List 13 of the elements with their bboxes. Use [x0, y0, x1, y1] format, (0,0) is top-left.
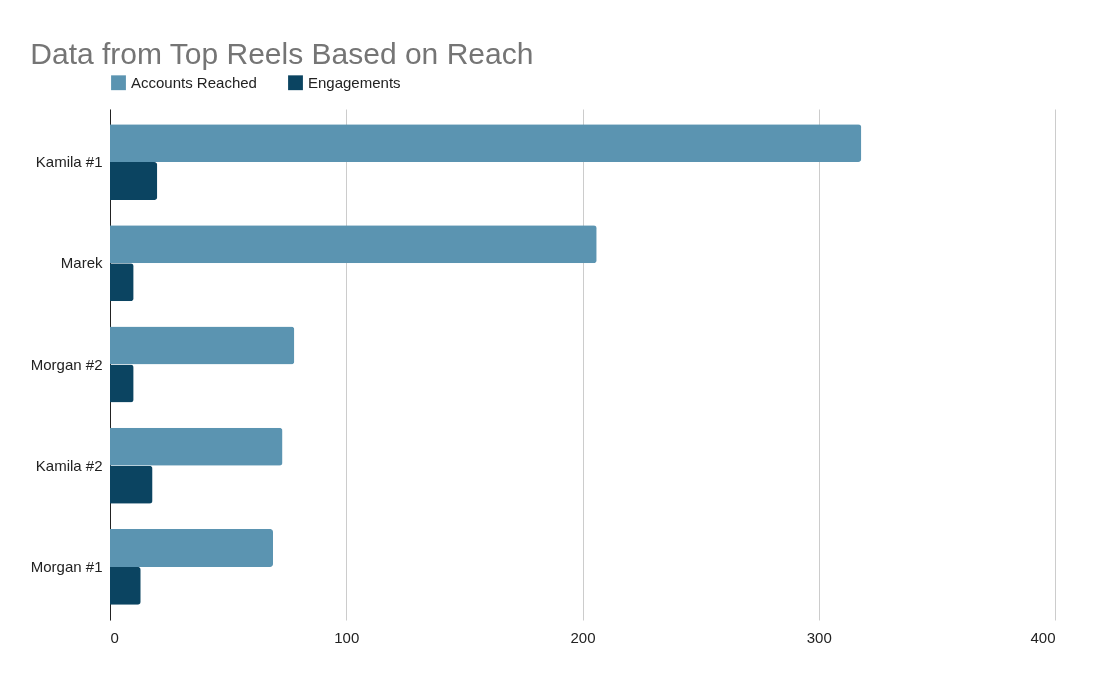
y-tick-label: Marek	[60, 254, 103, 272]
legend-label: Engagements	[308, 73, 401, 91]
chart-title: Data from Top Reels Based on Reach	[30, 37, 534, 70]
x-tick-label: 400	[1030, 628, 1056, 646]
y-tick-label: Morgan #2	[30, 355, 103, 373]
x-tick-label: 200	[570, 628, 596, 646]
x-tick-label: 100	[334, 628, 360, 646]
x-tick-label: 300	[806, 628, 832, 646]
y-tick-label: Morgan #1	[30, 557, 103, 575]
x-tick-label: 0	[110, 628, 119, 646]
y-tick-label: Kamila #2	[35, 456, 103, 474]
legend-label: Accounts Reached	[131, 73, 257, 91]
y-tick-label: Kamila #1	[35, 153, 103, 171]
